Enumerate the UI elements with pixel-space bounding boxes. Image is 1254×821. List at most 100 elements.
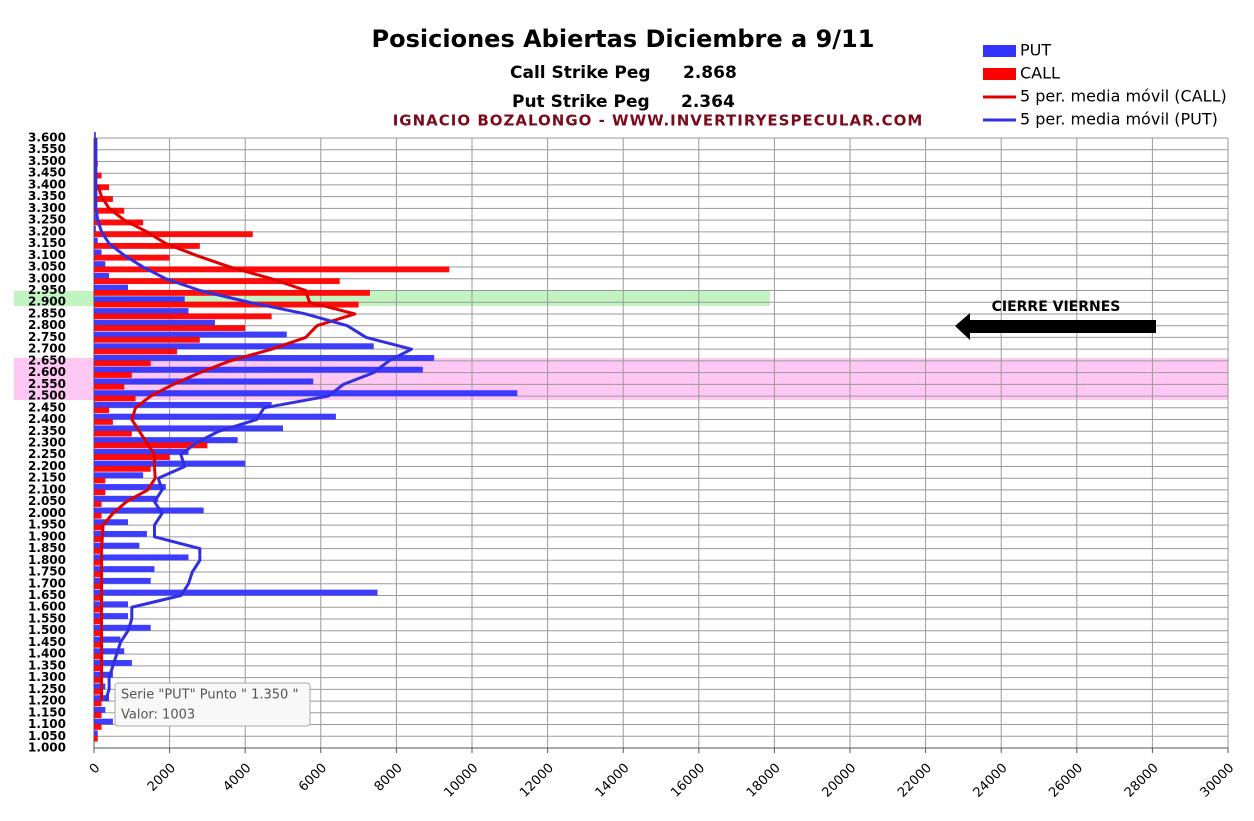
y-tick-label: 2.750 <box>28 330 66 344</box>
y-tick-label: 3.150 <box>28 236 66 250</box>
bar <box>94 390 518 397</box>
bar <box>94 242 200 249</box>
bar <box>94 477 106 484</box>
annotation: 2.364 <box>681 92 735 112</box>
bar <box>94 559 102 566</box>
bar <box>94 401 272 408</box>
bar <box>94 278 340 285</box>
bar <box>94 630 102 636</box>
bar <box>94 512 102 519</box>
y-tick-label: 1.300 <box>28 670 66 684</box>
tooltip <box>114 682 311 727</box>
y-tick-label: 3.250 <box>28 213 66 227</box>
y-tick-label: 2.100 <box>28 482 66 496</box>
y-tick-label: 3.500 <box>28 154 66 168</box>
bar <box>94 284 129 291</box>
y-tick-label: 2.300 <box>28 436 66 450</box>
y-tick-label: 1.400 <box>28 647 66 661</box>
bar <box>94 289 370 296</box>
y-tick-label: 1.600 <box>28 600 66 614</box>
y-tick-label: 1.250 <box>28 682 66 696</box>
bar <box>94 237 98 244</box>
y-tick-label: 3.050 <box>28 260 66 274</box>
bar <box>94 524 102 531</box>
bar <box>94 624 151 631</box>
bar <box>94 519 129 526</box>
bar <box>94 219 144 226</box>
bar <box>94 418 113 425</box>
bar <box>94 489 106 496</box>
bar <box>94 688 102 695</box>
y-tick-label: 2.400 <box>28 412 66 426</box>
y-tick-label: 1.450 <box>28 635 66 649</box>
y-tick-label: 1.500 <box>28 623 66 637</box>
legend-label: PUT <box>1020 41 1051 60</box>
bar <box>94 425 283 432</box>
bar <box>94 272 110 279</box>
y-tick-label: 2.200 <box>28 459 66 473</box>
bar <box>94 308 189 314</box>
y-tick-label: 3.350 <box>28 189 66 203</box>
bar <box>94 331 287 338</box>
y-tick-label: 2.150 <box>28 471 66 485</box>
bar <box>94 712 102 719</box>
bar <box>94 571 102 578</box>
bar <box>94 172 102 179</box>
bar <box>94 495 159 502</box>
bar <box>94 601 129 608</box>
bar <box>94 348 178 355</box>
legend: PUT CALL 5 per. media móvil (CALL) 5 per. m… <box>983 41 1227 129</box>
bar <box>94 589 378 596</box>
bar <box>94 184 110 191</box>
annotation: Put Strike Peg <box>512 92 650 112</box>
bar <box>94 383 125 390</box>
bar <box>94 325 246 331</box>
y-tick-label: 1.950 <box>28 518 66 532</box>
y-tick-label: 2.050 <box>28 494 66 508</box>
y-tick-label: 2.650 <box>28 353 66 367</box>
y-tick-label: 2.900 <box>28 295 66 309</box>
annotation: CIERRE VIERNES <box>992 299 1121 315</box>
bar <box>94 653 102 660</box>
bar <box>94 343 374 350</box>
tooltip-text: Valor: 1003 <box>121 708 195 723</box>
y-tick-label: 3.550 <box>28 142 66 156</box>
bar <box>94 454 170 461</box>
legend-swatch <box>983 68 1016 80</box>
bar <box>94 577 151 584</box>
y-tick-label: 1.650 <box>28 588 66 602</box>
y-tick-label: 2.550 <box>28 377 66 391</box>
y-tick-label: 2.600 <box>28 365 66 379</box>
bar <box>94 677 102 683</box>
moving-average-line <box>94 138 414 702</box>
y-tick-label: 1.200 <box>28 694 66 708</box>
y-tick-label: 2.450 <box>28 400 66 414</box>
y-tick-label: 3.600 <box>28 131 66 145</box>
bar <box>94 501 102 507</box>
bar <box>94 378 314 385</box>
bar <box>94 355 435 361</box>
bar <box>94 730 98 737</box>
y-tick-label: 2.350 <box>28 424 66 438</box>
y-tick-label: 2.800 <box>28 318 66 332</box>
y-tick-label: 1.350 <box>28 658 66 672</box>
bar <box>94 583 102 590</box>
y-tick-label: 2.700 <box>28 342 66 356</box>
bar <box>94 319 215 326</box>
bar <box>94 530 147 537</box>
bar <box>94 448 189 455</box>
bar <box>94 465 151 472</box>
bar <box>94 442 208 449</box>
bar <box>94 648 125 655</box>
tooltip-text: Serie "PUT" Punto " 1.350 " <box>121 688 298 703</box>
bar <box>94 336 200 343</box>
arrow <box>955 313 1156 340</box>
bar <box>94 225 96 232</box>
bar <box>94 484 166 490</box>
y-tick-label: 3.100 <box>28 248 66 262</box>
bar <box>94 700 102 707</box>
bar <box>94 706 106 713</box>
bar <box>94 366 423 373</box>
bar <box>94 214 96 221</box>
y-tick-label: 1.850 <box>28 541 66 555</box>
